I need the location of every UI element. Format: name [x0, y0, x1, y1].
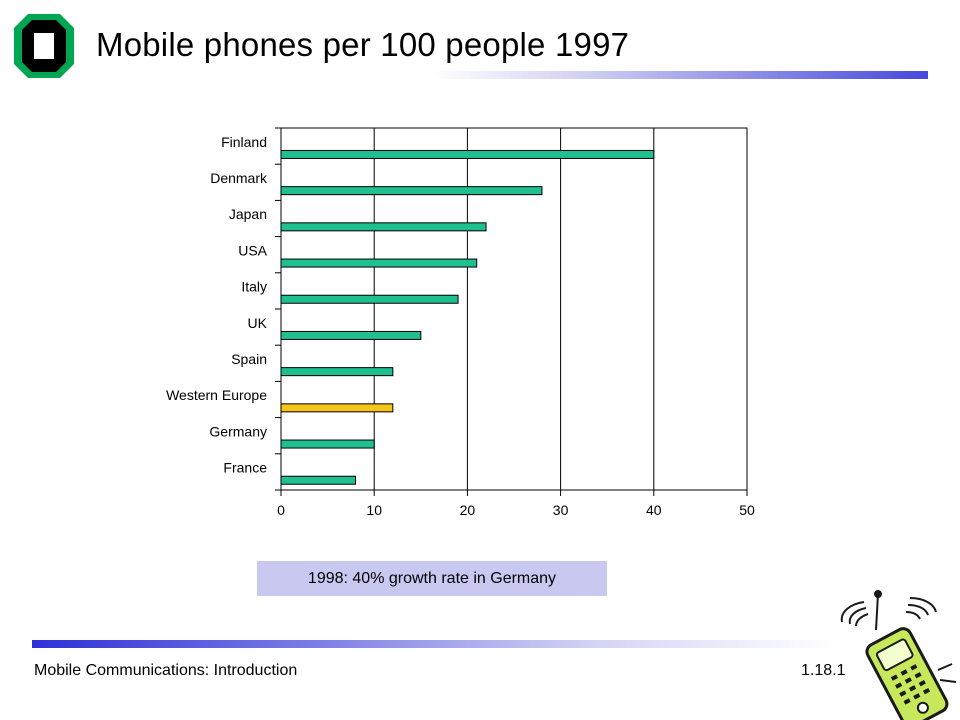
title-divider [430, 71, 928, 79]
chart-bars [280, 149, 655, 485]
y-category-label: France [223, 460, 267, 476]
bar [280, 439, 375, 449]
x-tick-label: 10 [366, 502, 382, 518]
y-category-label: USA [238, 242, 267, 258]
bar [280, 186, 543, 196]
x-tick-label: 30 [553, 502, 569, 518]
chart-grid [280, 127, 748, 491]
bar [280, 475, 357, 485]
y-category-label: Denmark [210, 170, 268, 186]
bar [280, 294, 459, 304]
bar [280, 330, 422, 340]
y-category-label: Finland [221, 134, 267, 150]
x-tick-label: 40 [646, 502, 662, 518]
y-category-label: Germany [209, 423, 267, 439]
mobile-phone-clipart-icon [840, 590, 957, 720]
university-logo-icon [14, 14, 74, 78]
footer-page-number: 1.18.1 [801, 662, 846, 679]
x-tick-label: 20 [460, 502, 476, 518]
footer-course-title: Mobile Communications: Introduction [34, 662, 298, 679]
plot-area-border [280, 127, 748, 491]
chart-axes [275, 127, 748, 496]
bar [280, 367, 394, 377]
x-tick-label: 0 [277, 502, 285, 518]
slide-title: Mobile phones per 100 people 1997 [96, 26, 630, 63]
footer-divider [32, 640, 837, 648]
bar [280, 149, 655, 159]
bar [280, 222, 487, 232]
bar [280, 258, 478, 268]
y-category-label: Spain [231, 351, 267, 367]
x-tick-label: 50 [739, 502, 755, 518]
y-category-label: Japan [229, 206, 267, 222]
chart-labels: 0 10 20 30 40 50 Finland Denmark Japan USA Italy UK… [166, 134, 755, 518]
growth-callout: 1998: 40% growth rate in Germany [257, 561, 607, 596]
y-category-label: Italy [241, 279, 267, 295]
bar-highlight [280, 403, 394, 413]
bar-chart: 0 10 20 30 40 50 Finland Denmark Japan USA Italy UK… [166, 127, 755, 518]
y-category-label: Western Europe [166, 387, 267, 403]
y-category-label: UK [248, 315, 268, 331]
